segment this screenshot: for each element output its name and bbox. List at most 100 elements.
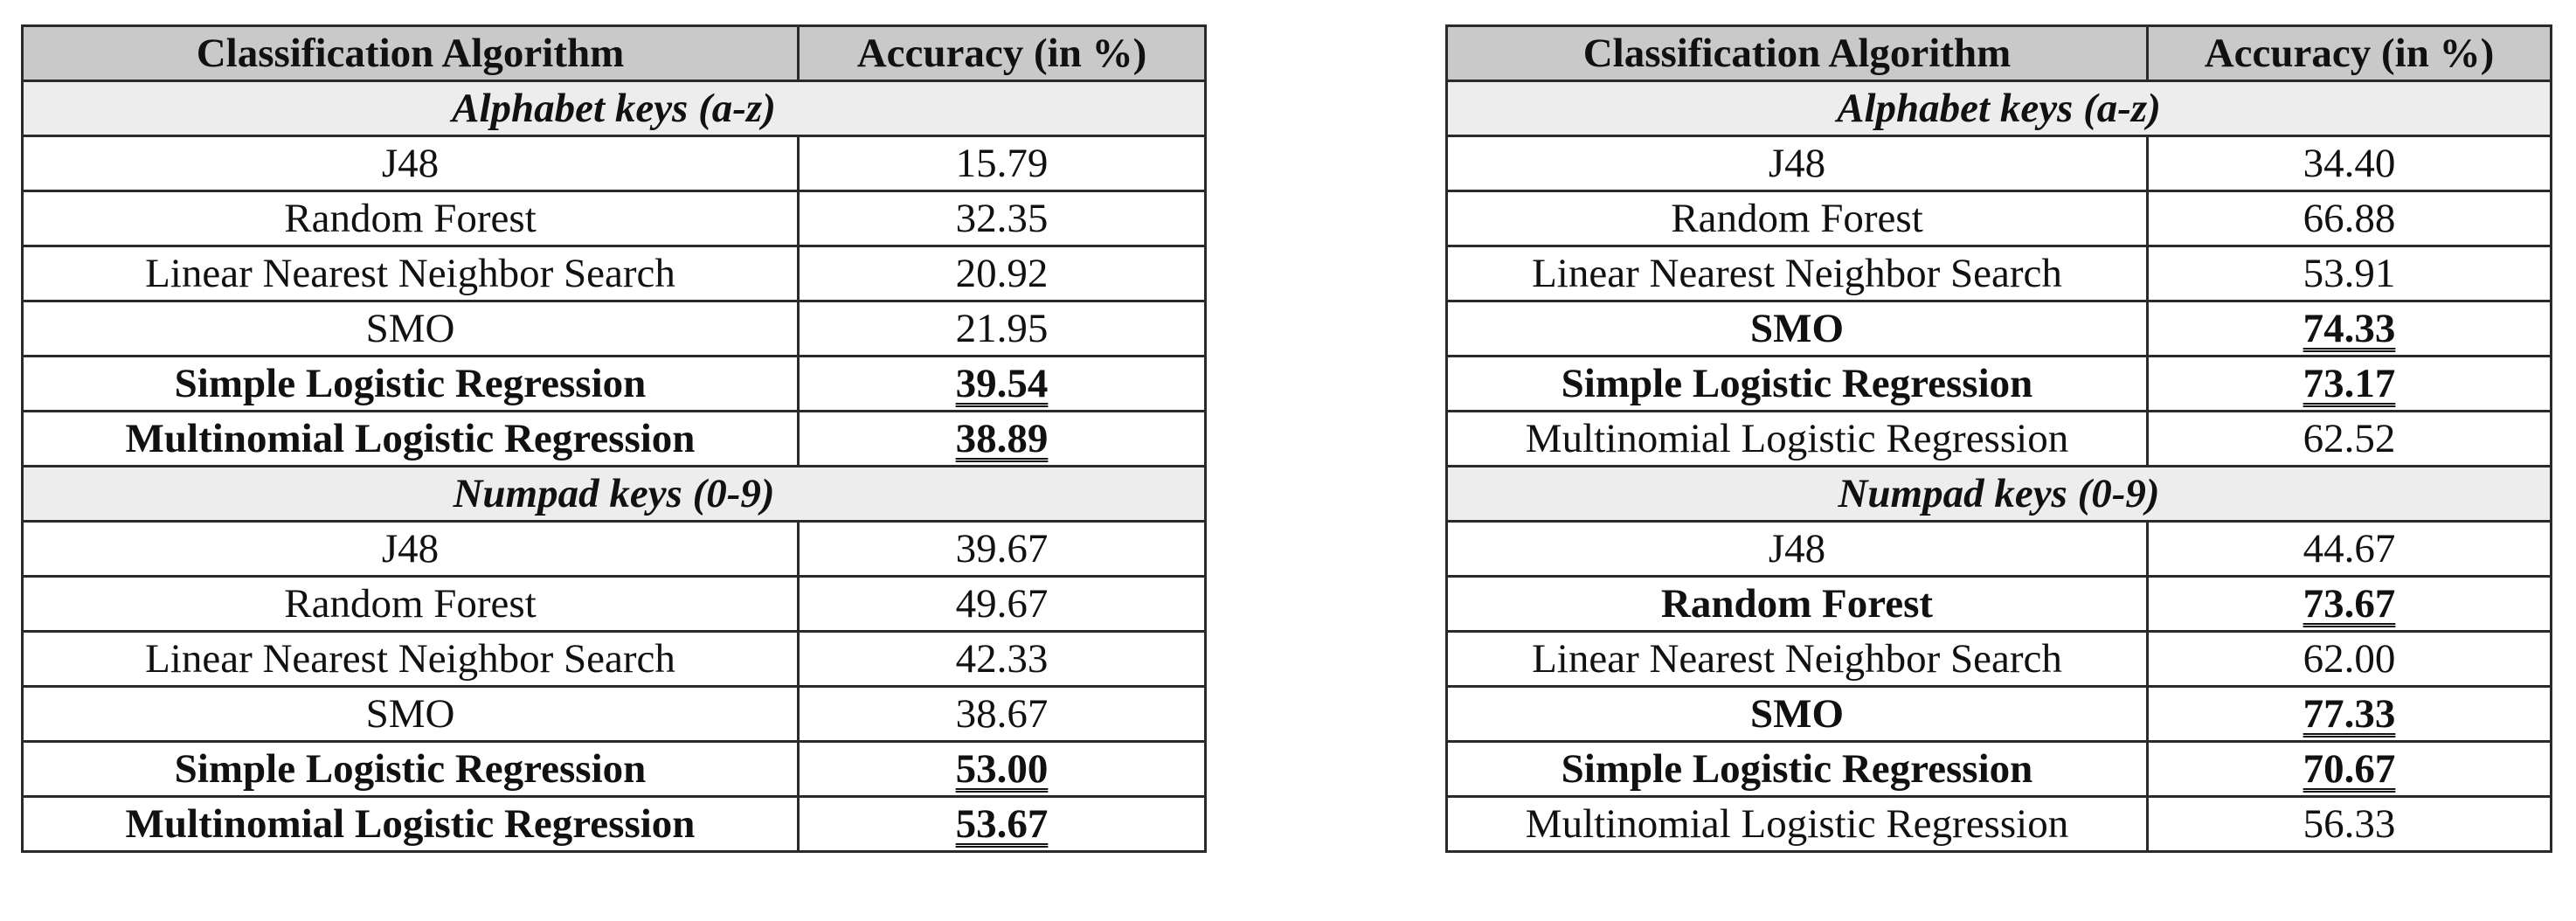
accuracy-cell: 42.33 bbox=[797, 630, 1207, 688]
accuracy-value: 42.33 bbox=[955, 635, 1049, 682]
table-row: J48 39.67 bbox=[21, 520, 1207, 578]
accuracy-cell: 15.79 bbox=[797, 135, 1207, 192]
accuracy-value: 49.67 bbox=[955, 580, 1049, 627]
algorithm-cell: SMO bbox=[21, 300, 800, 357]
accuracy-cell: 38.89 bbox=[797, 410, 1207, 467]
algorithm-cell: SMO bbox=[21, 685, 800, 743]
accuracy-cell: 77.33 bbox=[2146, 685, 2552, 743]
accuracy-cell: 20.92 bbox=[797, 245, 1207, 302]
section-header-row: Alphabet keys (a-z) bbox=[1445, 80, 2552, 137]
accuracy-cell: 56.33 bbox=[2146, 795, 2552, 853]
accuracy-cell: 73.17 bbox=[2146, 355, 2552, 412]
algorithm-cell: J48 bbox=[21, 520, 800, 578]
accuracy-value: 15.79 bbox=[955, 140, 1049, 186]
table-row: Simple Logistic Regression 39.54 bbox=[21, 355, 1207, 412]
algorithm-cell: J48 bbox=[1445, 520, 2149, 578]
accuracy-value: 73.17 bbox=[2302, 360, 2396, 406]
algorithm-cell: Multinomial Logistic Regression bbox=[1445, 795, 2149, 853]
table-row: Linear Nearest Neighbor Search 62.00 bbox=[1445, 630, 2552, 688]
accuracy-value: 53.91 bbox=[2302, 250, 2396, 296]
accuracy-value: 34.40 bbox=[2302, 140, 2396, 186]
table-row: SMO 21.95 bbox=[21, 300, 1207, 357]
table-row: Simple Logistic Regression 53.00 bbox=[21, 740, 1207, 798]
table-row: Linear Nearest Neighbor Search 53.91 bbox=[1445, 245, 2552, 302]
accuracy-value: 70.67 bbox=[2302, 745, 2396, 792]
accuracy-cell: 49.67 bbox=[797, 575, 1207, 633]
accuracy-cell: 34.40 bbox=[2146, 135, 2552, 192]
accuracy-value: 53.67 bbox=[955, 800, 1049, 847]
algorithm-cell: J48 bbox=[21, 135, 800, 192]
table-row: Multinomial Logistic Regression 53.67 bbox=[21, 795, 1207, 853]
table-row: Random Forest 32.35 bbox=[21, 190, 1207, 247]
accuracy-value: 53.00 bbox=[955, 745, 1049, 792]
table-row: Simple Logistic Regression 73.17 bbox=[1445, 355, 2552, 412]
accuracy-value: 38.67 bbox=[955, 690, 1049, 737]
accuracy-value: 44.67 bbox=[2302, 525, 2396, 571]
accuracy-value: 74.33 bbox=[2302, 305, 2396, 351]
algorithm-column-header: Classification Algorithm bbox=[1445, 24, 2149, 82]
accuracy-value: 56.33 bbox=[2302, 800, 2396, 847]
accuracy-cell: 38.67 bbox=[797, 685, 1207, 743]
accuracy-value: 62.00 bbox=[2302, 635, 2396, 682]
left-results-table: Classification Algorithm Accuracy (in %) A… bbox=[21, 24, 1207, 853]
accuracy-column-header: Accuracy (in %) bbox=[797, 24, 1207, 82]
algorithm-cell: Random Forest bbox=[21, 190, 800, 247]
accuracy-value: 20.92 bbox=[955, 250, 1049, 296]
header-row: Classification Algorithm Accuracy (in %) bbox=[21, 24, 1207, 82]
table-row: J48 44.67 bbox=[1445, 520, 2552, 578]
accuracy-cell: 39.54 bbox=[797, 355, 1207, 412]
accuracy-value: 77.33 bbox=[2302, 690, 2396, 737]
table-row: Random Forest 66.88 bbox=[1445, 190, 2552, 247]
accuracy-cell: 53.91 bbox=[2146, 245, 2552, 302]
accuracy-cell: 62.00 bbox=[2146, 630, 2552, 688]
algorithm-cell: Multinomial Logistic Regression bbox=[21, 410, 800, 467]
algorithm-cell: J48 bbox=[1445, 135, 2149, 192]
section-title: Alphabet keys (a-z) bbox=[21, 80, 1207, 137]
accuracy-cell: 74.33 bbox=[2146, 300, 2552, 357]
algorithm-cell: Random Forest bbox=[1445, 575, 2149, 633]
algorithm-cell: Simple Logistic Regression bbox=[1445, 740, 2149, 798]
accuracy-value: 21.95 bbox=[955, 305, 1049, 351]
accuracy-cell: 21.95 bbox=[797, 300, 1207, 357]
section-title: Numpad keys (0-9) bbox=[21, 465, 1207, 523]
algorithm-cell: Random Forest bbox=[1445, 190, 2149, 247]
table-row: J48 15.79 bbox=[21, 135, 1207, 192]
algorithm-cell: SMO bbox=[1445, 300, 2149, 357]
accuracy-value: 38.89 bbox=[955, 415, 1049, 461]
table-row: SMO 74.33 bbox=[1445, 300, 2552, 357]
section-header-row: Numpad keys (0-9) bbox=[21, 465, 1207, 523]
accuracy-cell: 44.67 bbox=[2146, 520, 2552, 578]
algorithm-cell: SMO bbox=[1445, 685, 2149, 743]
accuracy-value: 66.88 bbox=[2302, 195, 2396, 241]
accuracy-cell: 70.67 bbox=[2146, 740, 2552, 798]
section-title: Numpad keys (0-9) bbox=[1445, 465, 2552, 523]
algorithm-cell: Simple Logistic Regression bbox=[21, 355, 800, 412]
algorithm-cell: Multinomial Logistic Regression bbox=[21, 795, 800, 853]
accuracy-cell: 73.67 bbox=[2146, 575, 2552, 633]
section-header-row: Numpad keys (0-9) bbox=[1445, 465, 2552, 523]
left-table-body: Classification Algorithm Accuracy (in %) A… bbox=[21, 24, 1207, 853]
algorithm-cell: Linear Nearest Neighbor Search bbox=[1445, 245, 2149, 302]
right-table-body: Classification Algorithm Accuracy (in %) A… bbox=[1445, 24, 2552, 853]
table-row: SMO 77.33 bbox=[1445, 685, 2552, 743]
accuracy-column-header: Accuracy (in %) bbox=[2146, 24, 2552, 82]
algorithm-column-header: Classification Algorithm bbox=[21, 24, 800, 82]
table-row: Linear Nearest Neighbor Search 42.33 bbox=[21, 630, 1207, 688]
right-results-table: Classification Algorithm Accuracy (in %) A… bbox=[1445, 24, 2552, 853]
algorithm-cell: Multinomial Logistic Regression bbox=[1445, 410, 2149, 467]
accuracy-cell: 39.67 bbox=[797, 520, 1207, 578]
table-row: Simple Logistic Regression 70.67 bbox=[1445, 740, 2552, 798]
algorithm-cell: Simple Logistic Regression bbox=[1445, 355, 2149, 412]
accuracy-value: 32.35 bbox=[955, 195, 1049, 241]
accuracy-cell: 66.88 bbox=[2146, 190, 2552, 247]
accuracy-cell: 53.00 bbox=[797, 740, 1207, 798]
accuracy-value: 73.67 bbox=[2302, 580, 2396, 627]
accuracy-cell: 53.67 bbox=[797, 795, 1207, 853]
table-row: SMO 38.67 bbox=[21, 685, 1207, 743]
algorithm-cell: Random Forest bbox=[21, 575, 800, 633]
table-row: Random Forest 73.67 bbox=[1445, 575, 2552, 633]
accuracy-value: 39.67 bbox=[955, 525, 1049, 571]
table-row: Multinomial Logistic Regression 38.89 bbox=[21, 410, 1207, 467]
table-row: Linear Nearest Neighbor Search 20.92 bbox=[21, 245, 1207, 302]
algorithm-cell: Linear Nearest Neighbor Search bbox=[21, 630, 800, 688]
